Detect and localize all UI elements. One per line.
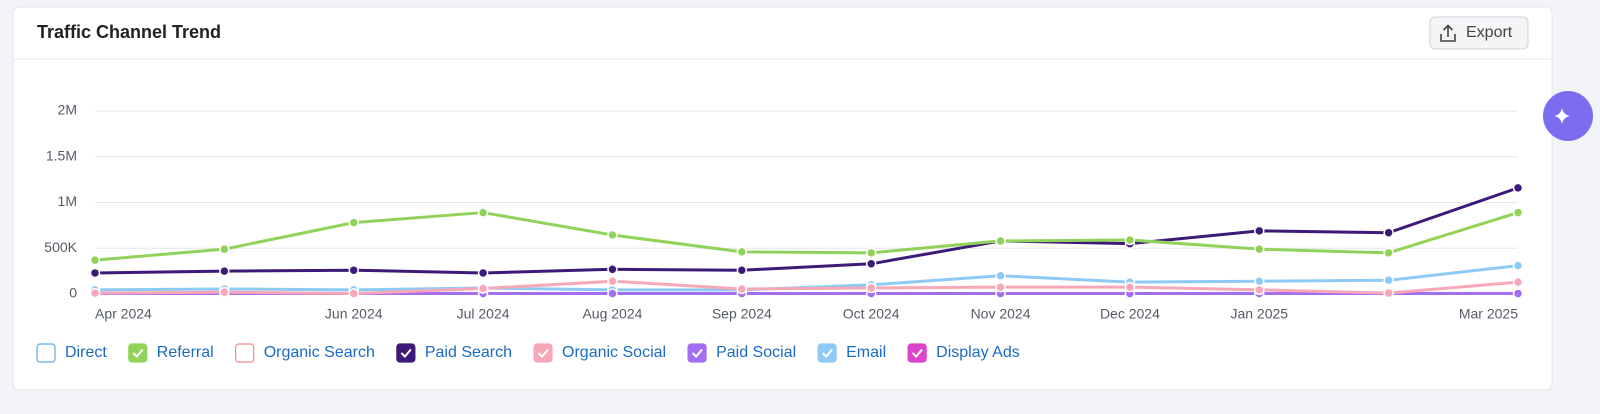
data-point: [607, 275, 618, 287]
legend-checkbox[interactable]: [907, 343, 927, 363]
card-title: Traffic Channel Trend: [37, 22, 221, 42]
data-point: [219, 286, 230, 298]
data-point: [477, 267, 489, 279]
data-point: [607, 288, 618, 299]
card: [12, 6, 1553, 391]
legend-label[interactable]: Direct: [65, 344, 107, 361]
data-point: [1254, 243, 1265, 255]
data-point: [348, 264, 359, 276]
data-point: [348, 217, 359, 228]
data-point: [477, 207, 489, 218]
legend-item[interactable]: Organic Social: [533, 343, 666, 363]
data-point: [1254, 225, 1265, 237]
x-tick-label: Jul 2024: [457, 306, 510, 322]
y-tick-label: 500K: [44, 239, 77, 255]
data-point: [1512, 207, 1524, 218]
x-tick-label: Jun 2024: [325, 306, 383, 322]
legend-item[interactable]: Referral: [128, 343, 214, 363]
series-line: [94, 279, 1519, 296]
legend-label[interactable]: Display Ads: [936, 344, 1020, 361]
data-point: [1254, 284, 1265, 296]
data-point: [89, 267, 101, 279]
data-point: [736, 246, 748, 258]
y-tick-label: 1.5M: [46, 147, 77, 163]
data-point: [995, 281, 1006, 293]
legend-item[interactable]: Paid Social: [687, 343, 796, 363]
x-tick-label: Aug 2024: [582, 306, 642, 322]
legend-item[interactable]: Paid Search: [396, 343, 512, 363]
data-point: [995, 270, 1006, 281]
legend-check: [132, 348, 144, 358]
legend-checkbox[interactable]: [533, 343, 553, 363]
y-tick-label: 1M: [58, 193, 77, 209]
assistant-button[interactable]: [1543, 91, 1593, 141]
legend-check: [691, 348, 703, 358]
assistant-icon[interactable]: [1554, 108, 1570, 124]
x-tick-label: Nov 2024: [971, 306, 1031, 322]
data-point: [865, 282, 877, 294]
export-icon[interactable]: [1440, 24, 1456, 42]
legend-checkbox[interactable]: [396, 343, 416, 363]
x-tick-label: Sep 2024: [712, 306, 772, 322]
legend-checkbox[interactable]: [36, 343, 56, 363]
legend-check: [911, 348, 923, 358]
legend-check: [537, 348, 549, 358]
legend-label[interactable]: Paid Social: [716, 344, 796, 361]
data-point: [89, 287, 101, 299]
data-point: [219, 243, 230, 255]
x-tick-label: Dec 2024: [1100, 306, 1160, 322]
export-label[interactable]: Export: [1466, 24, 1513, 41]
legend-checkbox[interactable]: [817, 343, 837, 363]
data-point: [736, 283, 748, 295]
legend-label[interactable]: Email: [846, 344, 886, 361]
x-tick-label: Mar 2025: [1459, 306, 1518, 322]
data-point: [607, 264, 618, 275]
data-point: [1512, 182, 1524, 194]
data-point: [1383, 227, 1394, 238]
data-point: [1512, 260, 1524, 271]
data-point: [865, 247, 877, 259]
legend-item[interactable]: Display Ads: [907, 343, 1020, 363]
data-point: [1512, 276, 1524, 288]
data-point: [1124, 281, 1136, 293]
data-point: [1254, 275, 1265, 287]
series-line: [94, 211, 1519, 262]
y-tick-label: 2M: [58, 102, 77, 118]
data-point: [995, 235, 1006, 247]
legend-check: [400, 348, 412, 358]
series-line: [94, 186, 1519, 275]
legend-checkbox[interactable]: [235, 343, 255, 363]
legend-checkbox[interactable]: [128, 343, 148, 363]
legend-item[interactable]: Email: [817, 343, 886, 363]
legend-item[interactable]: Organic Search: [235, 343, 375, 363]
data-point: [89, 254, 101, 266]
x-tick-label: Jan 2025: [1230, 306, 1288, 322]
data-point: [1124, 234, 1136, 246]
data-point: [1383, 287, 1394, 299]
data-point: [736, 264, 748, 276]
legend-label[interactable]: Referral: [157, 344, 214, 361]
legend-checkbox[interactable]: [687, 343, 707, 363]
x-tick-label: Oct 2024: [843, 306, 900, 322]
legend-label[interactable]: Paid Search: [425, 344, 512, 361]
data-point: [348, 288, 359, 299]
data-point: [607, 229, 618, 241]
x-tick-label: Apr 2024: [95, 306, 152, 322]
y-tick-label: 0: [69, 285, 77, 301]
data-point: [1383, 247, 1394, 259]
data-point: [1512, 288, 1524, 299]
legend-item[interactable]: Direct: [36, 343, 107, 363]
data-point: [1383, 275, 1394, 286]
data-point: [219, 265, 230, 277]
legend-check: [821, 348, 833, 358]
data-point: [865, 258, 877, 270]
export-button[interactable]: Export: [1429, 16, 1529, 50]
legend-label[interactable]: Organic Social: [562, 344, 666, 361]
data-point: [477, 283, 489, 294]
legend-label[interactable]: Organic Search: [264, 344, 375, 361]
